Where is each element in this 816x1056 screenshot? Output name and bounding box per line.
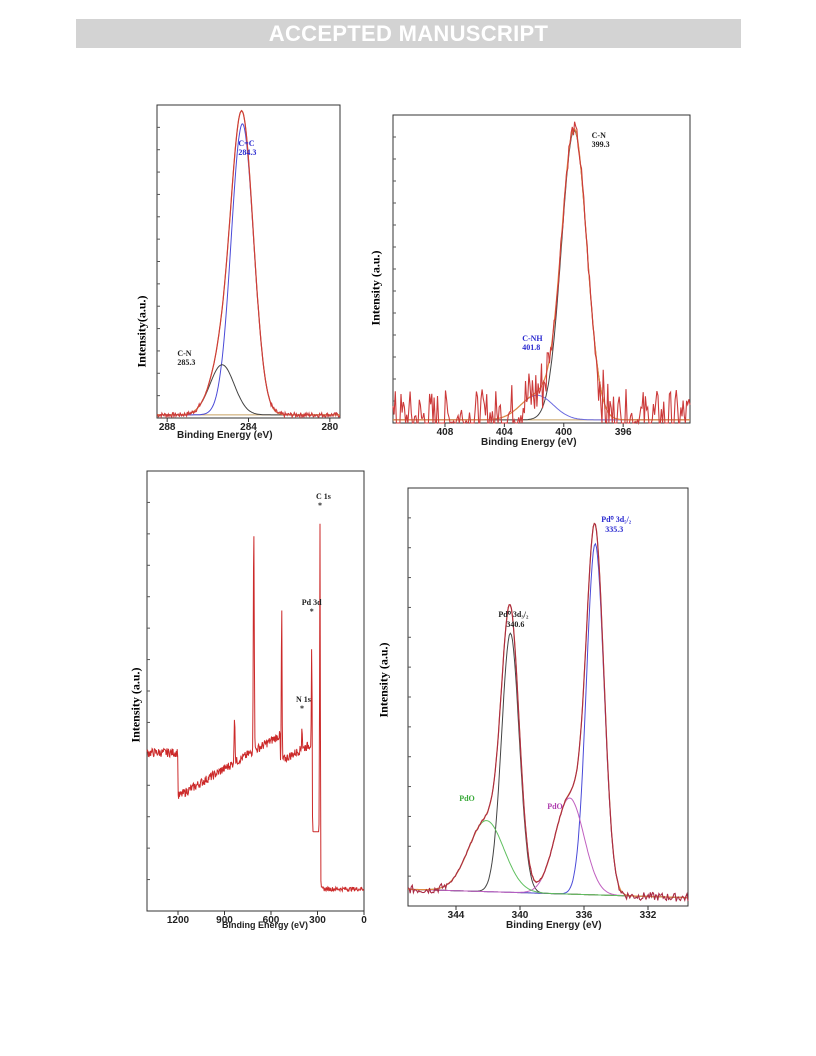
x-tick-label: 284 (240, 422, 257, 433)
chart-pd3d: Intensity (a.u.) Binding Energy (eV) 344… (360, 480, 700, 940)
peak-label-cnh: C-NH (522, 334, 543, 343)
x-axis-label: Binding Energy (eV) (177, 430, 273, 441)
survey-peak-label: N 1s (296, 694, 311, 704)
peak-label-pd32: Pd⁰ 3d₃/₂ (498, 610, 529, 620)
x-tick-label: 0 (361, 915, 367, 926)
component-peak (408, 820, 688, 899)
x-tick-label: 280 (321, 422, 339, 433)
chart-svg (392, 114, 691, 427)
raw-spectrum (407, 522, 689, 902)
peak-value-cnh: 401.8 (522, 343, 541, 352)
peak-label-pdo-purple: PdO (547, 801, 563, 811)
survey-spectrum (146, 523, 365, 893)
x-axis-label: Binding Energy (eV) (222, 920, 309, 930)
x-tick-label: 408 (436, 427, 454, 438)
x-tick-label: 336 (575, 910, 593, 921)
peak-value-pd52: 335.3 (605, 525, 624, 535)
x-tick-label: 396 (614, 427, 632, 438)
x-tick-label: 300 (309, 915, 326, 926)
x-axis-label: Binding Energy (eV) (481, 437, 577, 448)
x-tick-label: 900 (216, 915, 233, 926)
x-tick-label: 404 (496, 427, 513, 438)
peak-label-cn: C-N (177, 349, 192, 359)
peak-label-pdo-green: PdO (459, 793, 475, 803)
component-peak (408, 542, 688, 899)
y-axis-label: Intensity (a.u.) (128, 667, 143, 743)
chart-svg (156, 104, 341, 422)
fit-envelope (393, 128, 690, 421)
x-tick-label: 400 (555, 427, 573, 438)
plot-frame (407, 487, 689, 907)
peak-label-pd52: Pd⁰ 3d₅/₂ (601, 515, 632, 525)
x-tick-label: 332 (639, 910, 657, 921)
plot-frame (146, 470, 365, 912)
chart-svg (146, 470, 365, 915)
peak-value-cc: 284.3 (238, 148, 257, 158)
x-tick-label: 600 (262, 915, 280, 926)
x-tick-label: 1200 (166, 915, 190, 926)
y-axis-label: Intensity(a.u.) (134, 295, 149, 368)
survey-peak-star: * (309, 606, 314, 616)
component-peak (157, 364, 340, 416)
survey-peak-star: * (300, 703, 304, 713)
y-axis-label: Intensity (a.u.) (368, 250, 383, 326)
chart-svg (407, 487, 689, 910)
component-peak (157, 123, 340, 416)
x-tick-label: 340 (511, 910, 529, 921)
fit-envelope (408, 522, 688, 899)
x-axis-label: Binding Energy (eV) (506, 920, 602, 931)
survey-peak-label: C 1s (315, 492, 331, 502)
x-tick-label: 344 (447, 910, 465, 921)
peak-value-pd32: 340.6 (506, 620, 525, 630)
survey-peak-label: Pd 3d (301, 597, 322, 607)
survey-peak-star: * (317, 501, 322, 511)
chart-c1s: Intensity(a.u.) Binding Energy (eV) 288 2… (120, 100, 360, 445)
raw-spectrum (156, 109, 341, 419)
component-peak (408, 632, 688, 899)
banner-title: ACCEPTED MANUSCRIPT (268, 21, 549, 46)
x-tick-label: 288 (158, 422, 176, 433)
manuscript-banner: ACCEPTED MANUSCRIPT (76, 19, 741, 48)
chart-n1s: Intensity (a.u.) Binding Energy (eV) 408… (360, 112, 700, 452)
raw-spectrum (392, 121, 691, 426)
peak-label-cn: C-N (591, 131, 606, 141)
y-axis-label: Intensity (a.u.) (376, 642, 391, 718)
peak-label-cc: C=C (238, 139, 255, 149)
chart-survey: Intensity (a.u.) Binding Energy (eV) 120… (120, 465, 370, 935)
peak-value-cn: 399.3 (591, 140, 610, 150)
peak-value-cn: 285.3 (177, 358, 196, 368)
